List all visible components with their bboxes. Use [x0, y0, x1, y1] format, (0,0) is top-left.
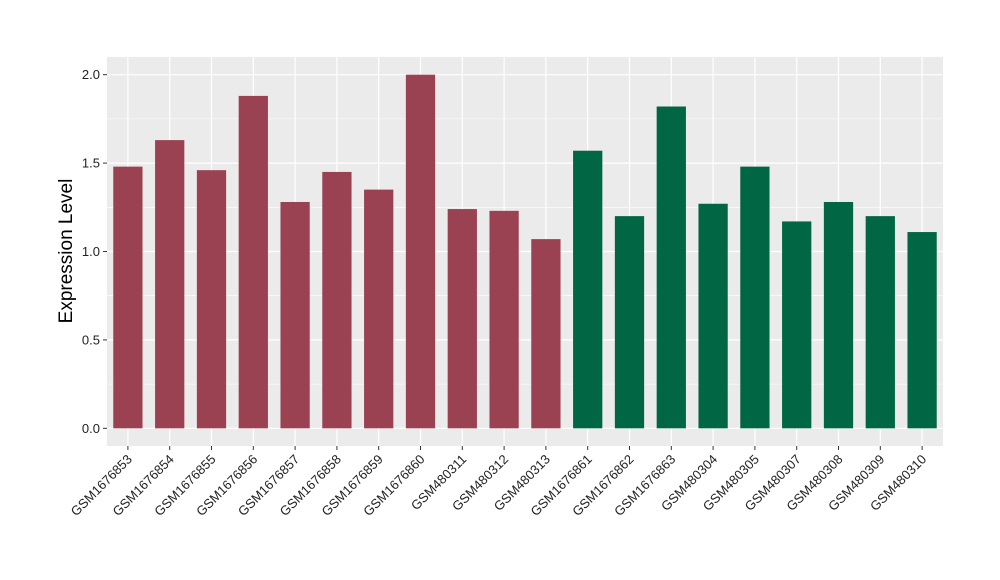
- y-axis-title: Expression Level: [56, 179, 77, 324]
- bar-GSM1676861: [573, 150, 603, 429]
- y-tick-label: 1.5: [82, 156, 100, 171]
- x-axis: GSM1676853GSM1676854GSM1676855GSM1676856…: [68, 446, 929, 519]
- bar-GSM1676863: [656, 106, 686, 429]
- bar-GSM1676858: [322, 171, 352, 429]
- bar-GSM480308: [823, 201, 854, 429]
- bar-GSM1676856: [238, 95, 268, 429]
- bar-GSM480305: [740, 166, 770, 429]
- y-tick-label: 2.0: [82, 67, 100, 82]
- bar-GSM480312: [489, 210, 519, 429]
- bar-GSM480311: [447, 209, 477, 429]
- bar-GSM480310: [907, 232, 937, 429]
- bar-GSM1676859: [364, 189, 394, 429]
- y-axis: 0.0 0.5 1.0 1.5 2.0: [82, 67, 107, 436]
- bar-GSM480309: [865, 216, 895, 429]
- bar-GSM1676853: [113, 166, 143, 429]
- bar-GSM480313: [531, 239, 561, 429]
- bars: [113, 74, 937, 429]
- bar-GSM1676860: [405, 74, 436, 429]
- bar-GSM1676857: [280, 201, 310, 429]
- bar-GSM480307: [782, 221, 812, 429]
- y-tick-label: 1.0: [82, 244, 100, 259]
- bar-GSM1676855: [196, 170, 227, 429]
- bar-GSM1676862: [614, 216, 645, 429]
- y-tick-label: 0.0: [82, 421, 100, 436]
- bar-GSM1676854: [155, 140, 185, 429]
- y-tick-label: 0.5: [82, 332, 100, 347]
- bar-GSM480304: [698, 203, 728, 429]
